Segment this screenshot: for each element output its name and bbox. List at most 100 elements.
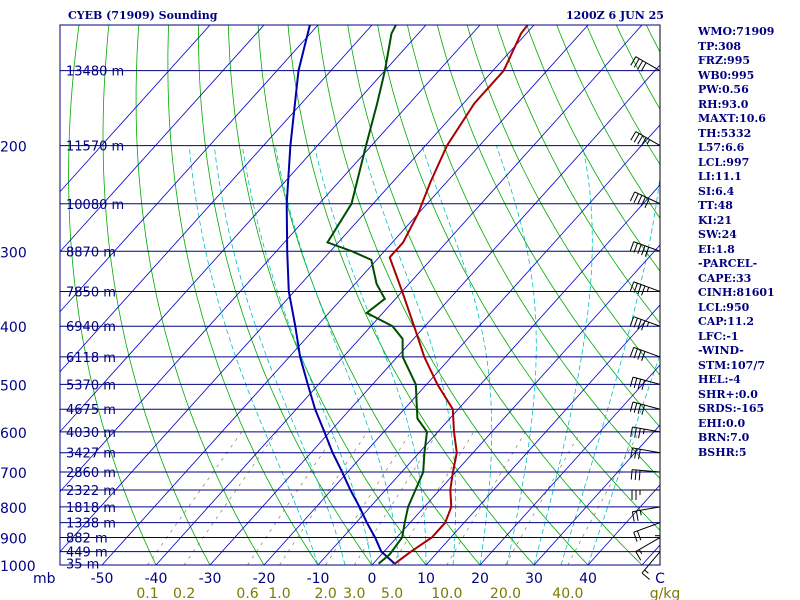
moist-adiabat: [188, 145, 319, 565]
wind-barb-feather: [629, 401, 634, 412]
wind-barb-feather: [635, 551, 642, 561]
wind-barb-feather: [633, 242, 638, 253]
wind-barb-feather: [630, 131, 637, 141]
stat-item: RH:93.0: [698, 97, 749, 111]
dry-adiabat: [317, 25, 589, 565]
dry-adiabat: [102, 25, 211, 565]
wind-barb-feather: [630, 469, 633, 480]
wind-barb-feather: [641, 572, 650, 580]
stat-item: EI:1.8: [698, 242, 735, 256]
wind-barb: [633, 346, 661, 358]
wind-barb: [633, 316, 661, 327]
wind-barb-feather: [634, 448, 637, 459]
stat-item: -WIND-: [698, 344, 744, 357]
stat-item: SI:6.4: [698, 184, 735, 198]
pressure-tick-label: 600: [0, 426, 27, 442]
wind-barb-half-feather: [646, 287, 650, 293]
wind-barb-feather: [633, 402, 638, 413]
mixing-ratio-line: [183, 431, 277, 565]
dry-adiabat: [556, 25, 660, 219]
y-axis-unit-label: mb: [33, 571, 56, 587]
chart-title: CYEB (71909) Sounding: [68, 9, 218, 22]
mixing-ratio-label: 1.0: [268, 586, 290, 600]
stat-item: CAPE:33: [698, 271, 752, 285]
wind-barb-feather: [633, 378, 638, 388]
x-axis-unit-label: C: [655, 571, 665, 587]
mixing-ratio-label: 5.0: [381, 586, 403, 600]
stat-item: WMO:71909: [698, 25, 775, 38]
stat-item: CAP:11.2: [698, 315, 755, 328]
wind-barb-feather: [629, 281, 635, 292]
stat-item: LFC:-1: [698, 329, 739, 343]
pressure-tick-label: 400: [0, 320, 27, 336]
temperature-tick-label: -40: [145, 571, 168, 587]
stat-item: CINH:81601: [698, 286, 775, 299]
height-label: 7850 m: [66, 285, 116, 300]
height-label: 13480 m: [66, 65, 124, 80]
moist-adiabat: [560, 172, 660, 565]
mixing-ratio-label: 0.2: [173, 586, 195, 600]
height-label: 8870 m: [66, 245, 116, 260]
wind-barb-feather: [641, 351, 646, 362]
background-lines: [60, 25, 660, 565]
wind-barb-feather: [637, 319, 642, 329]
pressure-tick-label: 200: [0, 140, 27, 156]
mixing-ratio-line: [391, 431, 475, 565]
wind-barb-feather: [629, 241, 635, 252]
wind-barb-feather: [640, 62, 647, 72]
isotherm: [60, 25, 265, 253]
stat-item: LI:11.1: [698, 170, 742, 183]
wind-barb-feather: [633, 532, 638, 542]
dry-adiabat: [407, 25, 660, 480]
isotherm: [60, 25, 373, 373]
wind-barb: [632, 469, 661, 473]
pressure-tick-label: 700: [0, 466, 27, 482]
dry-adiabat: [526, 25, 660, 272]
stat-item: KI:21: [698, 213, 733, 227]
stat-item: STM:107/7: [698, 358, 765, 372]
wind-barb: [633, 522, 661, 533]
dry-adiabat: [436, 25, 660, 428]
wind-barb: [632, 376, 661, 385]
moist-adiabat: [213, 145, 346, 565]
moist-adiabat: [313, 145, 427, 565]
wind-barb-feather: [638, 428, 641, 439]
wind-barb-feather: [634, 469, 637, 480]
wind-barb-feather: [633, 348, 638, 359]
wind-barb-half-feather: [642, 429, 645, 435]
height-label: 1338 m: [66, 517, 116, 532]
height-label: 4030 m: [66, 426, 116, 441]
wind-barb-feather: [637, 244, 642, 255]
wind-barb-half-feather: [646, 321, 650, 328]
stat-item: SHR+:0.0: [698, 387, 758, 401]
mixing-ratio-label: 0.6: [236, 586, 258, 600]
wind-barb-feather: [633, 193, 639, 203]
wind-barb-feather: [641, 285, 646, 296]
moist-adiabat: [242, 145, 373, 565]
dry-adiabat: [287, 25, 535, 565]
stat-item: FRZ:995: [698, 54, 751, 67]
wind-barb-feather: [633, 283, 638, 293]
wind-barb: [632, 447, 661, 454]
wind-barb-feather: [637, 135, 644, 145]
wind-barb-feather: [630, 447, 633, 458]
pressure-tick-label: 1000: [0, 559, 36, 575]
wind-barb-feather: [630, 426, 633, 437]
temperature-tick-label: 30: [525, 571, 543, 587]
wind-barb-half-feather: [639, 510, 642, 516]
wind-barb: [635, 56, 661, 72]
wind-barb-half-feather: [644, 569, 649, 574]
height-label: 4675 m: [66, 403, 116, 418]
wind-barb-feather: [641, 245, 646, 256]
wind-barb-feather: [644, 246, 650, 257]
dry-adiabat: [466, 25, 660, 376]
stat-item: LCL:997: [698, 155, 750, 169]
stat-item: EHI:0.0: [698, 416, 746, 430]
isotherm: [425, 304, 660, 565]
axis-labels: 100200300400500600700800900100016180 m13…: [0, 65, 680, 600]
height-label: 6118 m: [66, 351, 116, 366]
wind-barb-feather: [644, 198, 650, 208]
wind-barb-feather: [629, 316, 635, 327]
mixing-ratio-label: 2.0: [315, 586, 337, 600]
wind-barb: [632, 426, 661, 433]
